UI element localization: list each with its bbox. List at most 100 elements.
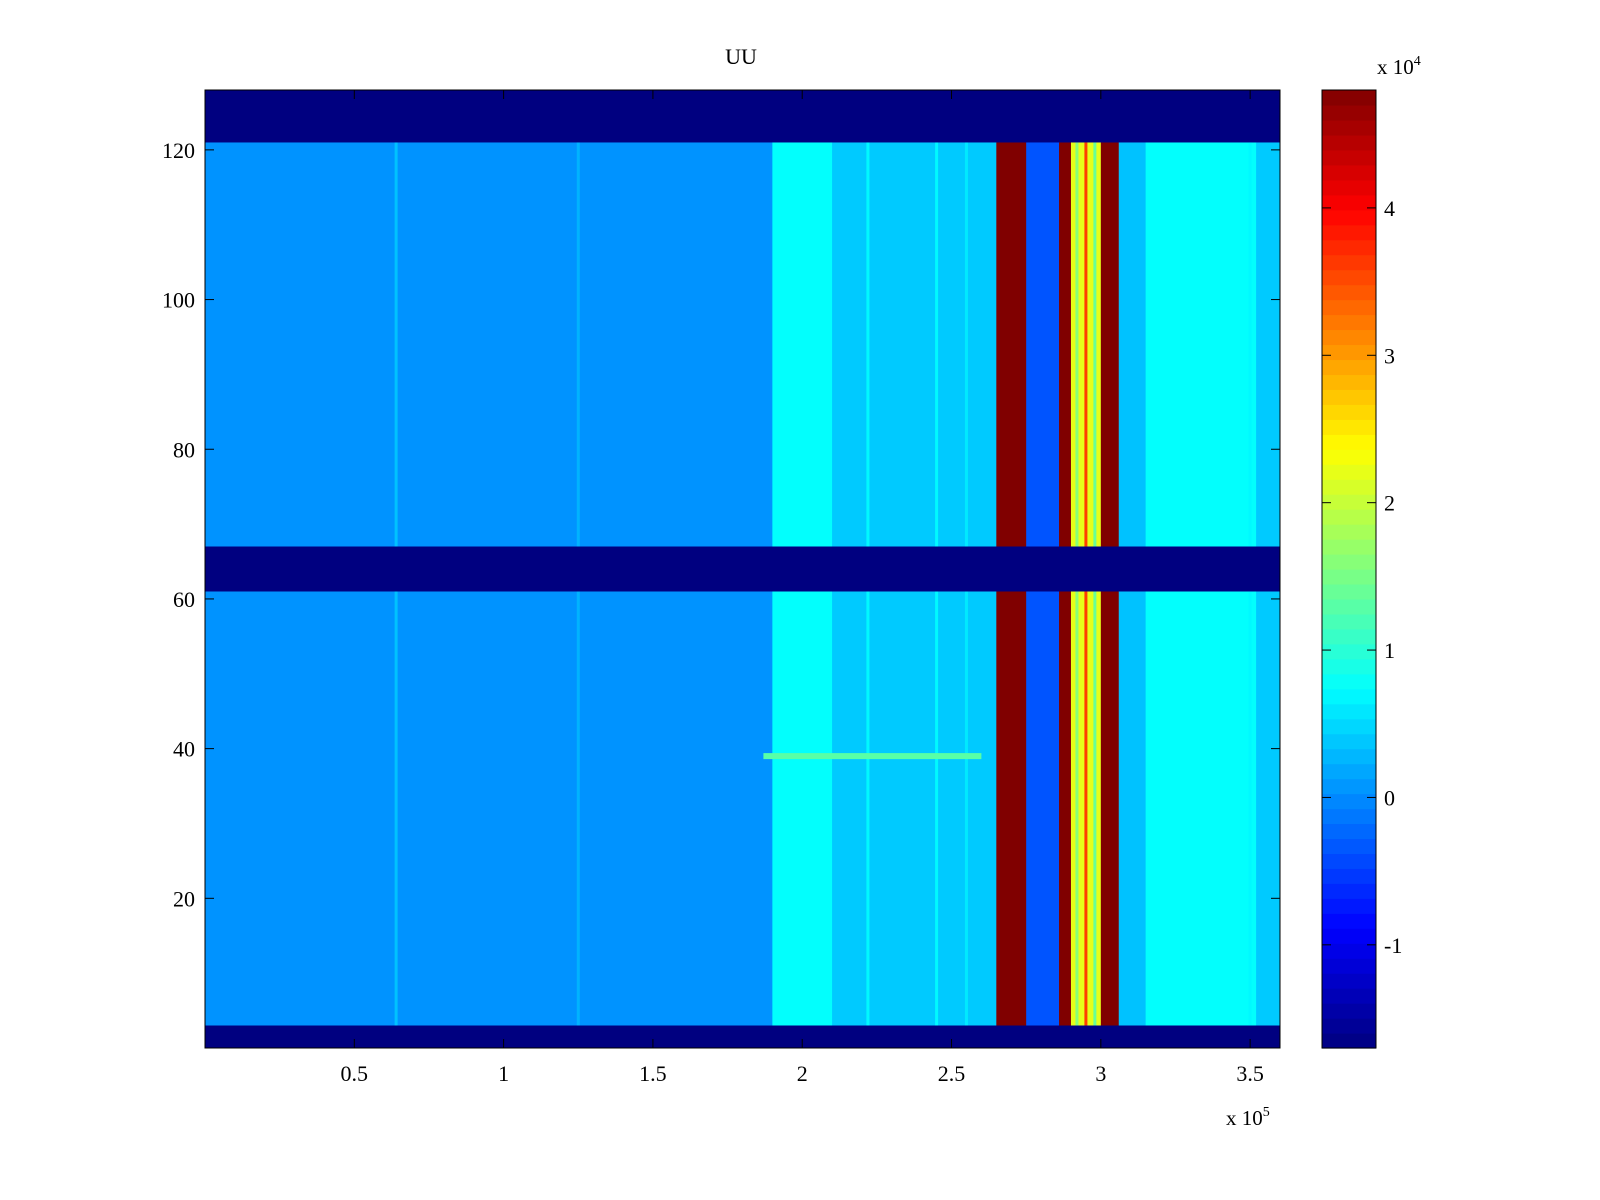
heatmap-streak — [964, 591, 968, 1026]
colorbar-segment — [1322, 134, 1376, 151]
x-tick-label: 3.5 — [1236, 1061, 1264, 1086]
y-tick-label: 40 — [173, 737, 195, 762]
x-tick-label: 2 — [797, 1061, 808, 1086]
colorbar-segment — [1322, 838, 1376, 855]
colorbar — [1322, 90, 1376, 1049]
colorbar-segment — [1322, 733, 1376, 750]
colorbar-segment — [1322, 239, 1376, 256]
colorbar-tick-label: 0 — [1384, 785, 1395, 810]
y-axis: 20 40 60 80 100 120 — [162, 138, 1280, 911]
chart-title: UU — [725, 44, 757, 69]
x-tick-label: 3 — [1095, 1061, 1106, 1086]
heatmap-column — [1118, 142, 1147, 547]
colorbar-segment — [1322, 853, 1376, 869]
colorbar-segment — [1322, 658, 1376, 675]
colorbar-segment — [1322, 898, 1376, 914]
colorbar-segment — [1322, 913, 1376, 929]
heatmap-column — [1026, 142, 1060, 547]
colorbar-segment — [1322, 868, 1376, 884]
colorbar-segment — [1322, 778, 1376, 795]
heatmap-column — [996, 591, 1027, 1026]
colorbar-segment — [1322, 389, 1376, 405]
colorbar-segment — [1322, 988, 1376, 1004]
colorbar-segment — [1322, 374, 1376, 390]
colorbar-segment — [1322, 808, 1376, 825]
y-tick-label: 80 — [173, 437, 195, 462]
colorbar-segment — [1322, 793, 1376, 810]
colorbar-segment — [1322, 194, 1376, 211]
heatmap-column — [1256, 591, 1281, 1026]
heatmap-streak — [1093, 142, 1097, 547]
plot-frame — [204, 89, 1281, 1049]
y-tick-label: 100 — [162, 288, 195, 313]
colorbar-segment — [1322, 314, 1376, 331]
colorbar-segment — [1322, 90, 1376, 106]
heatmap-streak — [866, 142, 870, 547]
colorbar-tick-label: 3 — [1384, 343, 1395, 368]
colorbar-segment — [1322, 479, 1376, 495]
colorbar-segment — [1322, 554, 1376, 570]
colorbar-segment — [1322, 419, 1376, 435]
colorbar-segment — [1322, 269, 1376, 286]
heatmap-streak — [1084, 142, 1088, 547]
heatmap-column — [1059, 591, 1072, 1026]
colorbar-frame — [1321, 89, 1377, 1049]
heatmap-streak — [935, 142, 939, 547]
colorbar-segment — [1322, 673, 1376, 690]
colorbar-segment — [1322, 209, 1376, 226]
colorbar-segment — [1322, 748, 1376, 765]
colorbar-segment — [1322, 149, 1376, 166]
heatmap-streak — [866, 591, 870, 1026]
heatmap-streak — [964, 142, 968, 547]
colorbar-segment — [1322, 628, 1376, 645]
colorbar-segment — [1322, 179, 1376, 196]
colorbar-segment — [1322, 119, 1376, 136]
heatmap-column — [772, 591, 833, 1026]
heatmap-streak — [1084, 591, 1088, 1026]
heatmap-column — [205, 142, 773, 547]
heatmap-streak — [1093, 591, 1097, 1026]
colorbar-segment — [1322, 509, 1376, 525]
heatmap-streak — [1075, 142, 1079, 547]
colorbar-segment — [1322, 718, 1376, 735]
heatmap-streak — [576, 591, 580, 1026]
colorbar-segment — [1322, 883, 1376, 899]
colorbar-axis: -1 0 1 2 3 4 — [1322, 196, 1402, 958]
heatmap-streak — [1248, 591, 1252, 1026]
colorbar-tick-label: 1 — [1384, 638, 1395, 663]
colorbar-segment — [1322, 539, 1376, 555]
colorbar-segment — [1322, 569, 1376, 585]
colorbar-segment — [1322, 943, 1376, 959]
heatmap-column — [1145, 591, 1257, 1026]
colorbar-segment — [1322, 928, 1376, 944]
heatmap-column — [996, 142, 1027, 547]
x-axis: 0.5 1 1.5 2 2.5 3 3.5 — [341, 90, 1264, 1086]
colorbar-segment — [1322, 329, 1376, 346]
heatmap-empty-row — [205, 546, 1280, 592]
colorbar-segment — [1322, 688, 1376, 705]
colorbar-segment — [1322, 703, 1376, 720]
x-tick-label: 1 — [498, 1061, 509, 1086]
colorbar-segment — [1322, 613, 1376, 630]
colorbar-segment — [1322, 494, 1376, 510]
colorbar-segment — [1322, 224, 1376, 241]
colorbar-tick-label: 4 — [1384, 196, 1395, 221]
colorbar-tick-label: 2 — [1384, 491, 1395, 516]
heatmap-streak — [935, 591, 939, 1026]
y-tick-label: 20 — [173, 886, 195, 911]
colorbar-segment — [1322, 434, 1376, 450]
heatmap-empty-row — [205, 1025, 1280, 1048]
heatmap-streak — [394, 142, 398, 547]
heatmap-column — [1100, 142, 1120, 547]
colorbar-segment — [1322, 254, 1376, 271]
colorbar-segment — [1322, 104, 1376, 121]
heatmap-streak — [1075, 591, 1079, 1026]
heatmap-row-streak — [763, 753, 982, 760]
heatmap-streak — [394, 591, 398, 1026]
x-exponent-label: x 105 — [1226, 1105, 1270, 1130]
colorbar-segment — [1322, 643, 1376, 660]
colorbar-exponent-label: x 104 — [1377, 54, 1421, 79]
colorbar-segment — [1322, 404, 1376, 420]
colorbar-segment — [1322, 359, 1376, 376]
